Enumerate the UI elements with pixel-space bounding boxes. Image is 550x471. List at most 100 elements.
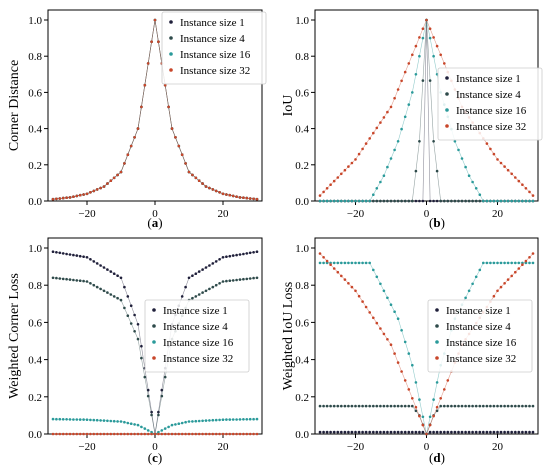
y-axis-label: Weighted Corner Loss [7,273,22,399]
data-point [460,199,464,203]
data-point [150,430,153,434]
y-tick-label: 1.0 [28,15,42,27]
data-point [157,40,160,43]
data-point [242,252,245,256]
data-point [112,295,116,298]
data-point [75,432,79,436]
data-point [85,432,89,436]
data-point [343,278,347,281]
data-point [474,404,478,408]
data-point [95,262,99,265]
data-point [414,405,418,409]
legend-marker [169,20,173,24]
data-point [58,417,62,421]
data-point [78,254,82,258]
data-point [245,418,249,421]
data-point [457,199,460,203]
data-point [68,253,72,256]
data-point [340,404,343,408]
data-point [252,432,255,436]
data-point [361,300,364,303]
data-point [187,170,191,174]
data-point [112,432,116,436]
data-point [396,317,400,321]
data-point [343,404,347,408]
data-point [238,278,242,281]
data-point [382,174,386,177]
data-point [102,432,106,436]
data-point [187,420,191,423]
data-point [389,303,393,307]
legend-label: Instance size 32 [180,65,250,77]
data-point [143,427,147,430]
data-point [446,199,450,203]
x-tick-label: 0 [424,208,430,220]
data-point [95,285,99,289]
legend-label: Instance size 4 [163,321,228,333]
data-point [140,105,143,109]
data-point [421,199,425,203]
data-point [153,18,157,22]
data-point [379,199,382,203]
data-point [109,293,113,296]
data-point [55,197,58,201]
data-point [510,261,513,265]
data-point [318,194,322,197]
data-point [329,261,332,265]
data-point [364,404,368,408]
data-point [485,199,489,203]
data-point [255,197,259,201]
data-point [191,420,194,423]
data-point [428,36,432,40]
data-point [354,430,357,434]
x-tick-label: 20 [492,441,504,453]
data-point [174,423,177,426]
data-point [157,413,160,417]
data-point [354,261,357,265]
data-point [521,263,524,267]
data-point [343,261,347,265]
data-point [403,199,407,203]
data-point [503,430,506,434]
data-point [61,196,65,200]
legend-label: Instance size 32 [163,353,233,365]
data-point [372,316,375,320]
data-point [238,418,242,421]
legend-label: Instance size 4 [180,33,245,45]
data-point [350,161,354,165]
data-point [453,140,457,143]
data-point [407,103,411,106]
data-point [225,279,228,283]
data-point [228,418,232,421]
data-point [375,275,379,279]
data-point [432,54,435,58]
data-point [187,432,191,436]
data-point [82,279,85,283]
data-point [318,252,322,255]
x-tick-label: −20 [347,441,365,453]
data-point [61,418,65,421]
data-point [531,252,535,255]
data-point [439,397,443,400]
y-tick-label: 0.2 [28,160,42,172]
series-line [52,418,258,435]
data-point [364,261,368,265]
y-axis-label: Corner Distance [7,60,22,151]
data-point [435,409,439,413]
data-point [72,195,75,198]
data-point [146,429,150,432]
data-point [467,404,471,408]
data-point [379,327,382,330]
data-point [78,418,82,421]
data-point [218,191,221,194]
data-point [386,404,389,408]
data-point [340,430,343,434]
data-point [133,313,136,317]
data-point [364,142,368,145]
data-point [225,193,228,196]
data-point [123,162,126,165]
data-point [386,165,389,169]
data-point [140,432,143,436]
data-point [372,268,375,272]
